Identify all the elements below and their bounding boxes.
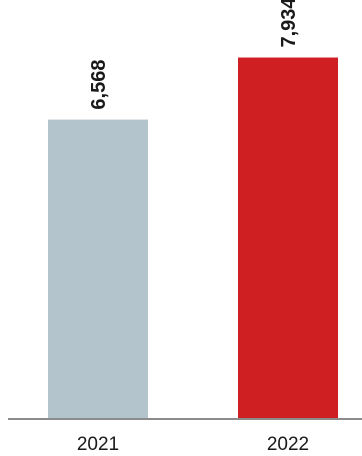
bars-group [48,57,338,418]
bar-2021 [48,119,148,418]
value-label-2021: 6,568 [88,60,110,110]
value-label-2022: 7,934 [278,0,300,48]
x-tick-labels-group: 2021 2022 [77,434,309,455]
bar-2022 [238,57,338,418]
x-tick-label-2022: 2022 [267,434,309,455]
value-labels-group: 6,568 7,934 [88,0,300,110]
x-tick-label-2021: 2021 [77,434,119,455]
